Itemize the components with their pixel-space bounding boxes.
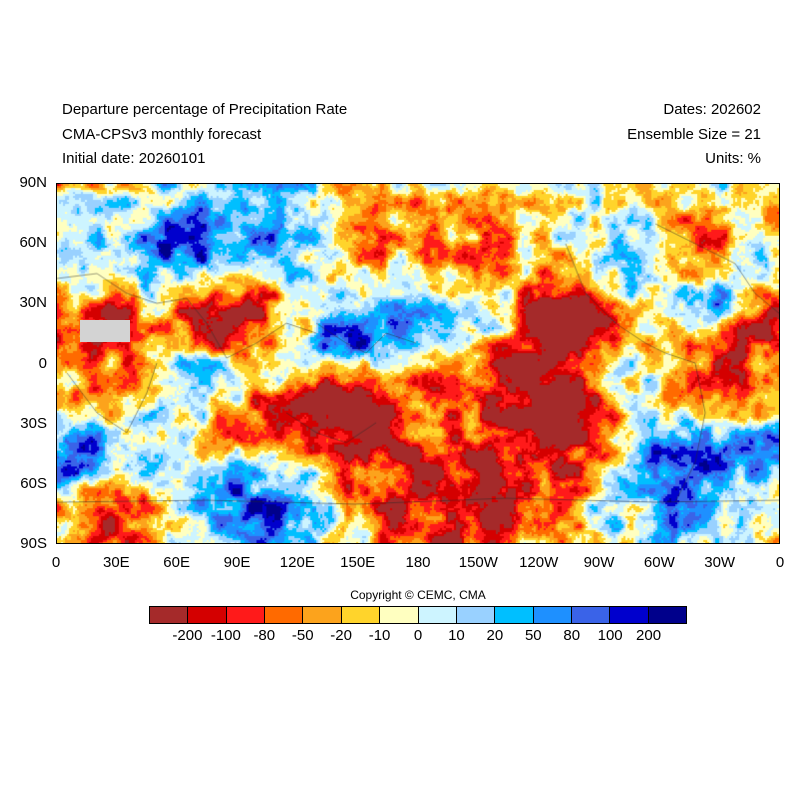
colorbar-tick-label: 80 xyxy=(563,627,581,644)
colorbar-swatch xyxy=(303,607,342,623)
model-label: CMA-CPSv3 monthly forecast xyxy=(62,126,262,143)
colorbar-swatch xyxy=(418,607,457,623)
units-label: Units: % xyxy=(705,150,761,167)
colorbar-tick-label: -20 xyxy=(330,627,352,644)
colorbar-tick-label: 50 xyxy=(524,627,542,644)
lat-tick-label: 90S xyxy=(20,535,47,552)
lat-tick-label: 90N xyxy=(19,174,47,191)
colorbar-tick-label: -100 xyxy=(210,627,241,644)
copyright-note: Copyright © CEMC, CMA xyxy=(350,588,486,602)
lon-tick-label: 0 xyxy=(51,554,61,571)
colorbar-tick-label: 10 xyxy=(448,627,465,644)
lon-tick-label: 30E xyxy=(102,554,130,571)
colorbar-tick-label: -80 xyxy=(253,627,276,644)
lon-tick-label: 90E xyxy=(223,554,251,571)
colorbar-swatch xyxy=(341,607,381,623)
colorbar-swatch xyxy=(380,607,419,623)
colorbar-swatch xyxy=(226,607,266,623)
lon-tick-label: 60W xyxy=(643,554,675,571)
lon-tick-label: 150E xyxy=(340,554,376,571)
colorbar-tick-label: 0 xyxy=(413,627,423,644)
precipitation-departure-map xyxy=(56,183,780,544)
lat-tick-label: 30N xyxy=(19,294,47,312)
colorbar-swatch xyxy=(495,607,534,623)
map-title: Departure percentage of Precipitation Ra… xyxy=(62,101,348,118)
colorbar-swatch xyxy=(150,607,189,623)
colorbar-swatch xyxy=(610,607,649,623)
lon-tick-label: 0 xyxy=(775,554,785,571)
lon-tick-label: 90W xyxy=(583,554,615,571)
lon-tick-label: 150W xyxy=(458,554,498,571)
colorbar-swatch xyxy=(571,607,611,623)
colorbar-swatch xyxy=(265,607,304,623)
colorbar-swatch xyxy=(456,607,496,623)
lon-tick-label: 60E xyxy=(163,554,191,571)
colorbar-swatch xyxy=(533,607,572,623)
colorbar-tick-label: 200 xyxy=(636,627,662,644)
lon-tick-label: 120W xyxy=(519,554,559,571)
lat-tick-label: 30S xyxy=(20,414,47,432)
colorbar-tick-label: 20 xyxy=(486,627,504,644)
colorbar-swatch xyxy=(648,607,687,623)
lat-tick-label: 60S xyxy=(20,474,47,492)
colorbar-swatch xyxy=(188,607,227,623)
lon-tick-label: 180 xyxy=(405,554,431,571)
colorbar xyxy=(149,606,687,624)
lat-tick-label: 0 xyxy=(38,354,47,372)
precipitation-field xyxy=(57,184,779,543)
lon-tick-label: 30W xyxy=(704,554,736,571)
ensemble-size-label: Ensemble Size = 21 xyxy=(627,126,761,143)
missing-data-patch xyxy=(80,320,130,342)
colorbar-tick-label: 100 xyxy=(597,627,623,644)
colorbar-tick-label: -200 xyxy=(172,627,203,644)
colorbar-tick-label: -10 xyxy=(368,627,391,644)
lat-tick-label: 60N xyxy=(19,234,47,252)
colorbar-tick-label: -50 xyxy=(291,627,314,644)
dates-label: Dates: 202602 xyxy=(663,101,761,118)
initial-date-label: Initial date: 20260101 xyxy=(62,150,206,167)
lon-tick-label: 120E xyxy=(279,554,315,571)
